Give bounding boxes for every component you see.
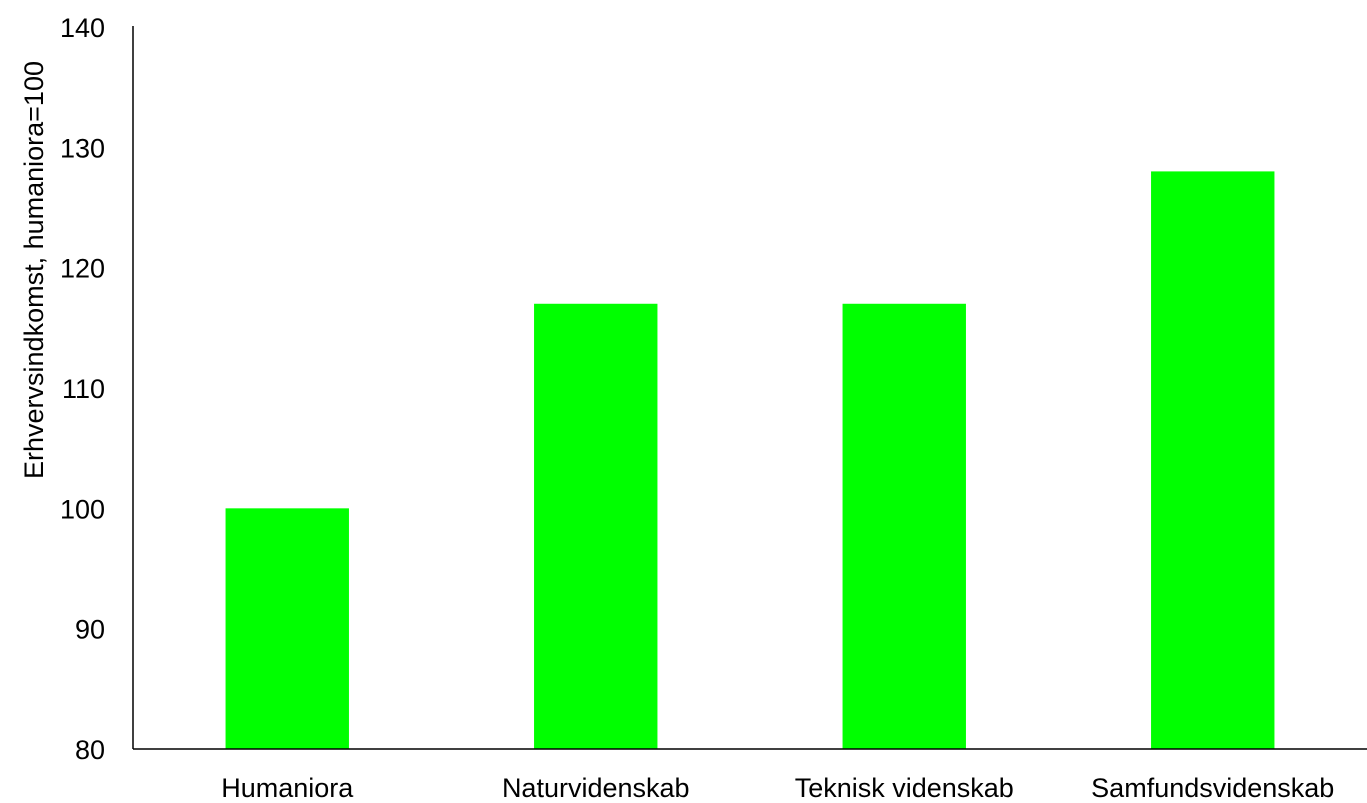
x-tick-label: Samfundsvidenskab [1091, 773, 1334, 803]
y-tick-label: 80 [75, 735, 105, 765]
bar-naturvidenskab [534, 303, 658, 749]
x-tick-label: Teknisk videnskab [795, 773, 1014, 803]
y-tick-labels: 80 90 100 110 120 130 140 [60, 13, 105, 765]
y-tick-label: 100 [60, 494, 105, 524]
y-tick-label: 120 [60, 254, 105, 284]
x-tick-labels: Humaniora Naturvidenskab Teknisk videnskab… [221, 773, 1334, 803]
y-tick-label: 130 [60, 133, 105, 163]
y-tick-label: 140 [60, 13, 105, 43]
bars-group [225, 171, 1275, 749]
y-tick-label: 90 [75, 615, 105, 645]
x-tick-label: Naturvidenskab [502, 773, 690, 803]
bar-samfundsvidenskab [1151, 171, 1275, 749]
bar-humaniora [225, 508, 349, 749]
y-tick-label: 110 [62, 374, 105, 404]
x-tick-label: Humaniora [221, 773, 354, 803]
bar-teknisk-videnskab [842, 303, 966, 749]
y-axis-title: Erhvervsindkomst, humaniora=100 [19, 61, 49, 479]
